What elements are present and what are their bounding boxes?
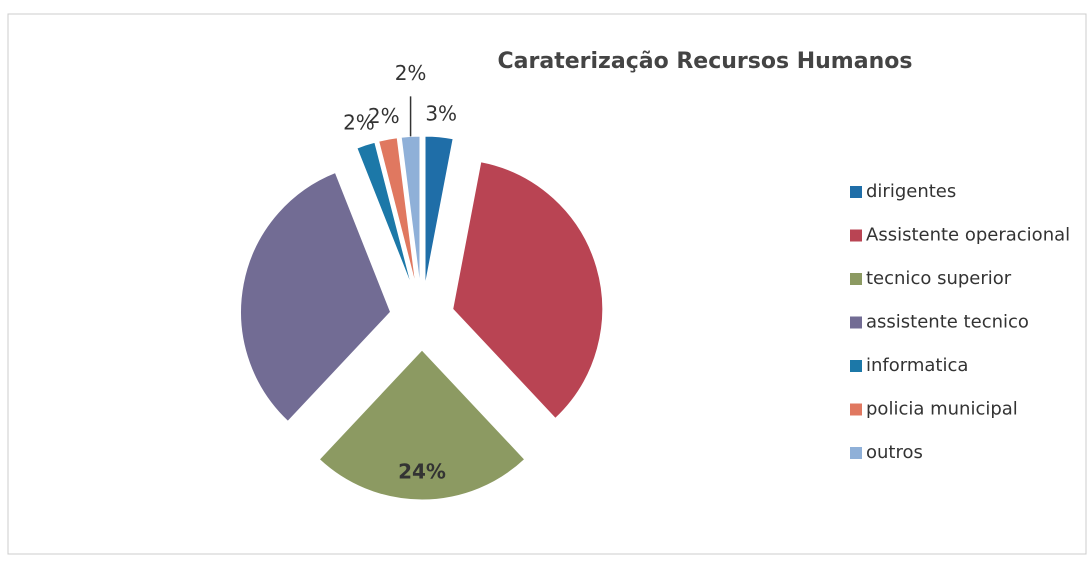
chart-title: Caraterização Recursos Humanos [498,49,913,74]
legend-label: policia municipal [866,399,1018,420]
legend-label: informatica [866,355,968,376]
legend-swatch [850,403,862,416]
legend-label: dirigentes [866,181,956,202]
legend-swatch [850,360,862,372]
legend-swatch [850,447,862,459]
data-label: 3% [425,101,457,125]
pie-slice [240,171,392,423]
data-label: 24% [398,460,446,484]
legend-label: outros [866,442,923,463]
legend-label: Assistente operacional [866,225,1070,246]
pie-slice [424,135,454,287]
legend-swatch [850,273,862,285]
legend-label: assistente tecnico [866,312,1029,333]
legend-swatch [850,316,862,329]
pie-slice [452,161,604,420]
data-label: 2% [368,104,400,128]
pie-slice [378,137,417,287]
pie-slice [356,141,413,288]
data-label: 2% [343,110,375,134]
legend-label: tecnico superior [866,268,1012,289]
legend-swatch [850,229,862,242]
legend-swatch [850,186,862,198]
data-label: 2% [395,61,427,85]
pie-slice [318,349,526,501]
